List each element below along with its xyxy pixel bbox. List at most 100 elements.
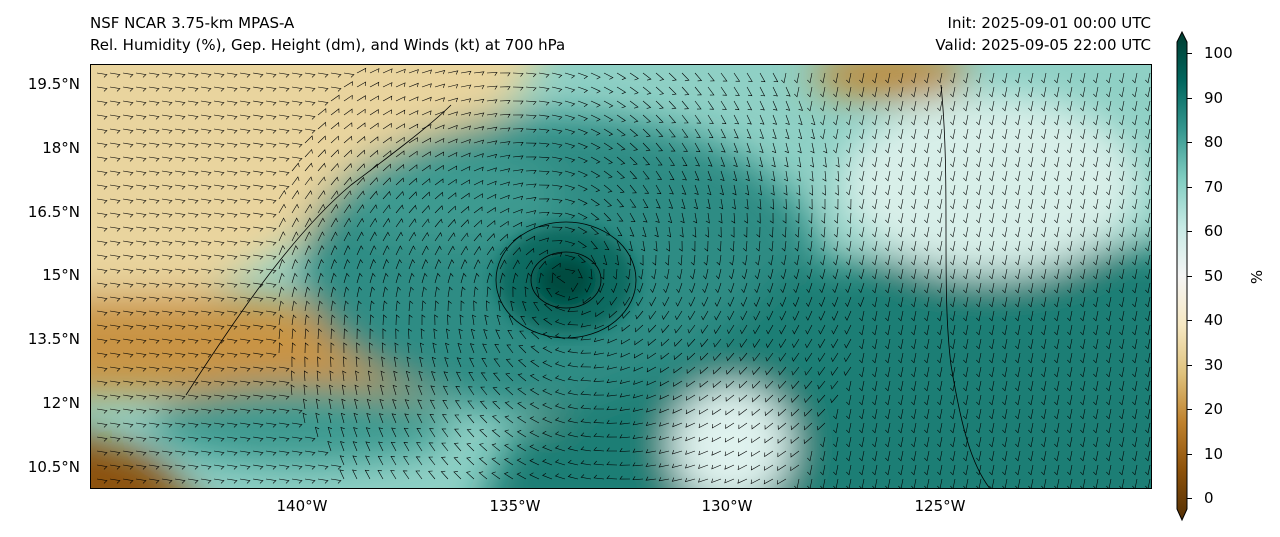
- wind-barb: [937, 324, 943, 336]
- wind-barb: [898, 380, 904, 392]
- wind-barb: [1132, 72, 1138, 84]
- wind-barb: [989, 254, 995, 266]
- wind-barb: [564, 170, 576, 177]
- wind-barb: [161, 86, 173, 92]
- wind-barb: [772, 128, 777, 139]
- wind-barb: [304, 135, 313, 144]
- wind-barb: [265, 310, 277, 316]
- wind-barb: [804, 352, 813, 362]
- wind-barb: [291, 272, 298, 284]
- wind-barb: [148, 436, 160, 442]
- wind-barb: [713, 352, 722, 362]
- wind-barb: [356, 149, 366, 158]
- wind-barb: [659, 394, 670, 400]
- wind-barb: [713, 324, 722, 335]
- wind-barb: [1106, 184, 1112, 196]
- wind-barb: [278, 203, 286, 214]
- wind-barb: [434, 259, 442, 270]
- wind-barb: [806, 268, 813, 280]
- wind-barb: [200, 184, 212, 190]
- wind-barb: [698, 450, 709, 456]
- wind-barb: [872, 408, 878, 420]
- wind-barb: [174, 338, 186, 344]
- colorbar-tick-label: 0: [1204, 489, 1214, 507]
- wind-barb: [681, 114, 689, 124]
- wind-barb: [612, 268, 618, 280]
- wind-barb: [265, 478, 277, 484]
- wind-barb: [291, 314, 297, 326]
- wind-barb: [1015, 170, 1021, 182]
- wind-barb: [1132, 184, 1138, 196]
- wind-barb: [109, 86, 121, 92]
- wind-barb: [317, 203, 326, 214]
- wind-barb: [538, 224, 550, 230]
- wind-barb: [646, 394, 657, 400]
- wind-barb: [616, 198, 625, 208]
- wind-barb: [252, 338, 264, 344]
- wind-barb: [499, 246, 508, 256]
- wind-barb: [833, 408, 839, 420]
- wind-barb: [593, 351, 605, 356]
- wind-barb: [679, 226, 684, 238]
- wind-barb: [1106, 394, 1112, 406]
- wind-barb: [1002, 170, 1008, 182]
- wind-barb: [817, 366, 826, 376]
- wind-barb: [420, 328, 425, 340]
- wind-barb: [707, 86, 715, 96]
- wind-barb: [950, 478, 956, 488]
- wind-barb: [174, 226, 186, 232]
- wind-barb: [96, 380, 108, 386]
- wind-barb: [252, 198, 264, 204]
- wind-barb: [577, 156, 588, 164]
- wind-barb: [614, 254, 619, 266]
- wind-barb: [809, 156, 814, 168]
- wind-barb: [963, 380, 969, 392]
- wind-barb: [976, 478, 982, 488]
- wind-barb: [1015, 72, 1021, 84]
- wind-barb: [859, 310, 865, 322]
- wind-barb: [408, 300, 414, 312]
- wind-barb: [1002, 296, 1008, 308]
- wind-barb: [950, 128, 956, 140]
- wind-barb: [421, 178, 431, 186]
- wind-barb: [291, 128, 303, 134]
- wind-barb: [752, 352, 761, 362]
- wind-barb: [785, 128, 790, 139]
- wind-barb: [620, 366, 631, 371]
- wind-barb: [1067, 184, 1073, 196]
- wind-barb: [645, 421, 657, 427]
- wind-barb: [542, 388, 553, 396]
- wind-barb: [529, 373, 540, 382]
- wind-barb: [804, 408, 813, 417]
- wind-barb: [603, 226, 611, 236]
- wind-barb: [797, 142, 802, 154]
- colorbar-tick-label: 50: [1204, 266, 1224, 285]
- wind-barb: [603, 142, 614, 151]
- wind-barb: [989, 226, 995, 238]
- wind-barb: [109, 128, 121, 134]
- wind-barb: [442, 400, 449, 410]
- wind-barb: [460, 219, 469, 228]
- wind-barb: [859, 240, 865, 252]
- wind-barb: [950, 338, 956, 350]
- wind-barb: [1041, 310, 1047, 322]
- wind-barb: [369, 314, 374, 326]
- wind-barb: [924, 240, 930, 252]
- wind-barb: [135, 380, 147, 386]
- wind-barb: [369, 109, 379, 116]
- wind-barb: [317, 300, 323, 312]
- wind-barb: [1119, 478, 1125, 488]
- wind-barb: [698, 478, 709, 483]
- wind-barb: [859, 142, 865, 154]
- wind-barb: [845, 282, 852, 294]
- wind-barb: [872, 296, 878, 308]
- wind-barb: [963, 226, 969, 238]
- wind-barb: [1028, 282, 1034, 294]
- wind-barb: [421, 137, 432, 144]
- wind-barb: [1054, 184, 1060, 196]
- wind-barb: [330, 135, 340, 144]
- wind-barb: [963, 86, 969, 98]
- wind-barb: [911, 240, 917, 252]
- wind-barb: [580, 474, 592, 480]
- wind-barb: [1119, 142, 1125, 154]
